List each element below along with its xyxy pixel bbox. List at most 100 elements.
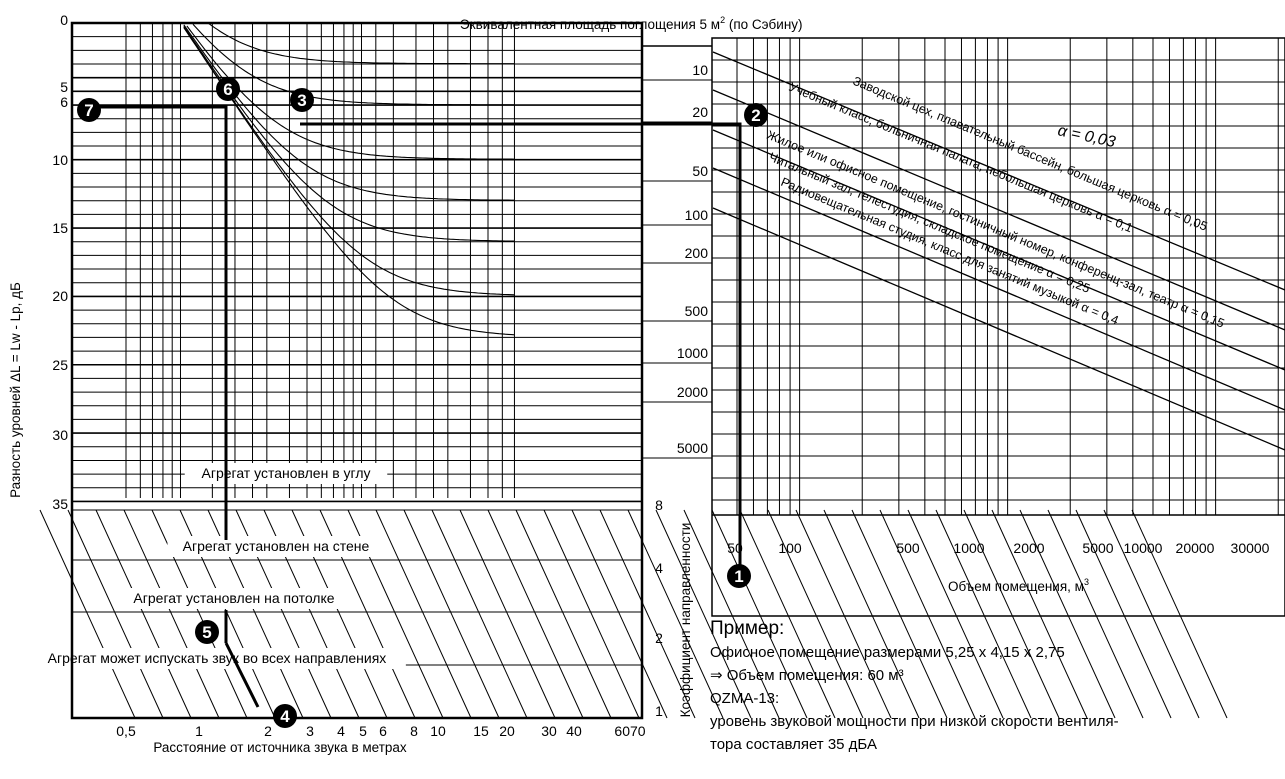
- area-title-main: Эквивалентная площадь поглощения 5 м: [460, 17, 720, 32]
- curve-10: [183, 27, 515, 336]
- alpha-003-label: α = 0,03: [1056, 122, 1117, 151]
- x-tick-10: 20: [499, 723, 515, 739]
- left-frame: [70, 21, 644, 720]
- directivity-tick-0: 8: [655, 497, 663, 513]
- x-tick-4: 4: [337, 723, 345, 739]
- directivity-ticks: 8 4 2 1: [655, 497, 663, 719]
- y-tick-0: 0: [60, 12, 68, 28]
- volume-ticks: 50 100 500 1000 2000 5000 10000 20000 30000: [727, 540, 1269, 556]
- bar-label-3: Агрегат может испускать звук во всех нап…: [48, 650, 387, 666]
- example-line-5: тора составляет 35 дБА: [710, 736, 877, 753]
- area-tick-8: 5000: [677, 440, 708, 456]
- diag-37: [1075, 509, 1172, 719]
- y-tick-4: 15: [52, 220, 68, 236]
- vol-tick-3: 1000: [953, 540, 984, 556]
- directivity-tick-2: 2: [655, 630, 663, 646]
- marker-3-circle: [290, 88, 314, 112]
- example-line-3: QZMA-13:: [710, 690, 780, 707]
- alpha-line-3: [712, 167, 1285, 411]
- marker-5-label: 5: [202, 623, 211, 642]
- x-axis-label: Расстояние от источника звука в метрах: [153, 740, 407, 755]
- area-tick-7: 2000: [677, 384, 708, 400]
- vol-tick-6: 10000: [1124, 540, 1163, 556]
- construction-path: [92, 105, 742, 708]
- y-tick-6: 25: [52, 357, 68, 373]
- marker-1-circle: [727, 564, 751, 588]
- bar-label-0: Агрегат установлен в углу: [202, 465, 371, 481]
- left-grid: [72, 23, 642, 503]
- diag-26: [767, 509, 864, 719]
- diag-24: [711, 509, 808, 719]
- example-line-2: ⇒ Объем помещения: 60 м³: [710, 667, 904, 684]
- bar-label-1: Агрегат установлен на стене: [183, 538, 370, 554]
- left-curves: [183, 22, 515, 336]
- y-axis-ticks: 0 56 10 15 20 25 30 35: [52, 12, 68, 512]
- diag-12: [375, 509, 472, 719]
- x-tick-1: 1: [195, 723, 203, 739]
- diag-1: [67, 509, 164, 719]
- area-title-sup: 2: [720, 15, 725, 25]
- vol-tick-4: 2000: [1013, 540, 1044, 556]
- volume-axis-label-sup: 3: [1084, 577, 1089, 587]
- diag-28: [823, 509, 920, 719]
- bar-label-bg-3: [28, 648, 406, 669]
- diag-19: [571, 509, 668, 719]
- volume-axis-label: Объем помещения, м3: [948, 577, 1089, 594]
- diag-30: [879, 509, 976, 719]
- area-ticks: 10 20 50 100 200 500 1000 2000 5000: [642, 45, 712, 459]
- curve-5: [192, 23, 515, 106]
- alpha-line-4: [712, 207, 1285, 451]
- bar-label-bg-2: [118, 588, 350, 609]
- area-tick-4: 200: [685, 245, 709, 261]
- diag-27: [795, 509, 892, 719]
- x-tick-11: 30: [541, 723, 557, 739]
- diag-34: [991, 509, 1088, 719]
- area-tick-1: 20: [692, 104, 708, 120]
- diag-15: [459, 509, 556, 719]
- curve-8: [183, 25, 515, 242]
- y-tick-3: 10: [52, 152, 68, 168]
- diag-0: [39, 509, 136, 719]
- volume-axis-label-main: Объем помещения, м: [948, 579, 1084, 594]
- vol-tick-7: 20000: [1176, 540, 1215, 556]
- diag-33: [963, 509, 1060, 719]
- marker-1-label: 1: [734, 567, 743, 586]
- diag-29: [851, 509, 948, 719]
- y-tick-8: 35: [52, 496, 68, 512]
- bar-label-bg-0: [184, 463, 388, 484]
- alpha-line-1: [712, 89, 1285, 331]
- y-axis-label: Разность уровней ΔL = Lw - Lp, дБ: [8, 282, 23, 498]
- diag-13: [403, 509, 500, 719]
- area-title: Эквивалентная площадь поглощения 5 м2 (п…: [460, 15, 803, 32]
- example-block: Пример: Офисное помещение размерами 5,25…: [710, 617, 1285, 756]
- diag-3: [123, 509, 220, 719]
- curve-7: [183, 24, 515, 201]
- marker-5-circle: [195, 620, 219, 644]
- area-tick-3: 100: [685, 207, 709, 223]
- y-tick-2: 6: [60, 94, 68, 110]
- x-axis-ticks: 0,5 1 2 3 4 5 6 8 10 15 20 30 40 6070: [116, 723, 646, 739]
- y-tick-1: 5: [60, 79, 68, 95]
- area-tick-2: 50: [692, 163, 708, 179]
- directivity-bars: Агрегат установлен в углу Агрегат установ…: [28, 463, 1228, 719]
- marker-7-circle: [77, 98, 101, 122]
- directivity-tick-1: 4: [655, 560, 663, 576]
- alpha-line-0: [712, 51, 1285, 291]
- x-tick-9: 15: [473, 723, 489, 739]
- right-frame: [711, 37, 1285, 617]
- x-tick-2: 2: [264, 723, 272, 739]
- bar-label-2: Агрегат установлен на потолке: [133, 590, 334, 606]
- marker-7-label: 7: [84, 101, 93, 120]
- example-line-1: Офисное помещение размерами 5,25 x 4,15 …: [710, 644, 1065, 661]
- x-tick-13: 6070: [614, 723, 645, 739]
- marker-3-label: 3: [297, 91, 306, 110]
- diag-21: [627, 509, 724, 719]
- directivity-axis-label: Коэффициент направленности: [678, 523, 693, 718]
- alpha-line-2: [712, 129, 1285, 371]
- vol-tick-5: 5000: [1082, 540, 1113, 556]
- diag-18: [543, 509, 640, 719]
- alpha-series-label-2: Жилое или офисное помещение, гостиничный…: [765, 128, 1227, 331]
- marker-6-circle: [216, 77, 240, 101]
- x-tick-0: 0,5: [116, 723, 136, 739]
